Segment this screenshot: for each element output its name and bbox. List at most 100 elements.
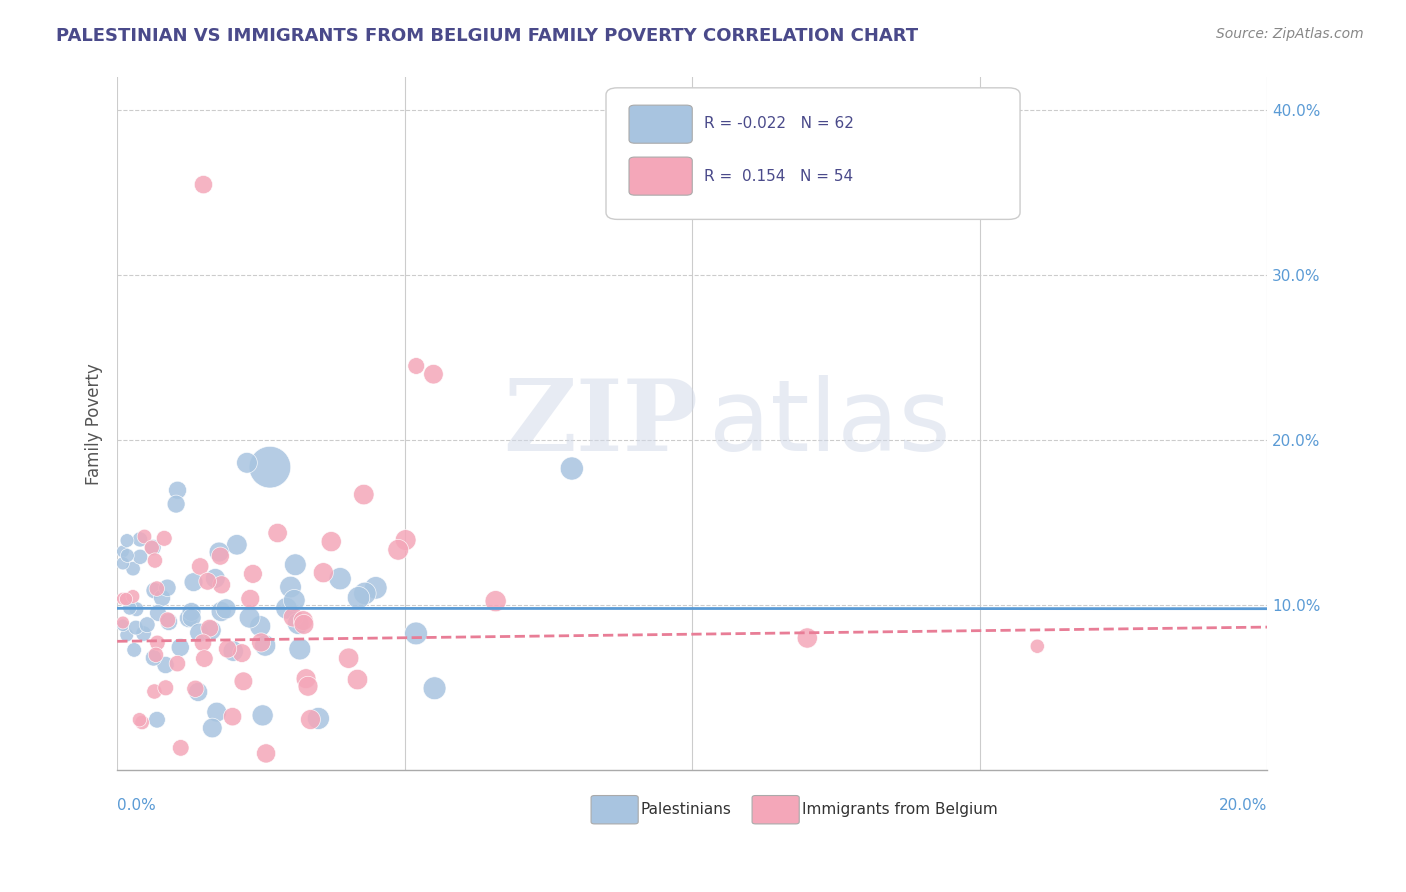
Point (200, 624, 222, 638)
Point (259, 460, 281, 475)
Point (188, 625, 211, 640)
Point (177, 611, 200, 625)
Point (198, 621, 221, 635)
Point (165, 497, 187, 511)
Point (211, 578, 233, 592)
Point (250, 635, 273, 649)
Point (143, 684, 166, 698)
Text: 0.0%: 0.0% (117, 797, 156, 813)
Point (146, 606, 169, 620)
Point (405, 626, 427, 640)
Y-axis label: Family Poverty: Family Poverty (86, 363, 103, 484)
Point (169, 640, 191, 655)
Point (422, 368, 444, 382)
Point (312, 566, 335, 580)
Point (153, 532, 176, 546)
Point (125, 621, 148, 635)
Point (156, 581, 179, 595)
Point (239, 591, 262, 606)
Point (1026, 639, 1049, 653)
Point (232, 674, 254, 689)
Point (180, 611, 202, 625)
Point (204, 571, 226, 585)
Point (150, 591, 173, 605)
Point (166, 657, 188, 671)
Point (236, 456, 259, 470)
FancyBboxPatch shape (752, 796, 799, 824)
Point (208, 545, 231, 559)
Point (143, 583, 166, 598)
Text: atlas: atlas (710, 376, 950, 472)
Point (197, 574, 219, 589)
Point (205, 705, 228, 719)
Point (187, 685, 209, 699)
Point (215, 602, 238, 616)
Point (180, 605, 202, 619)
FancyBboxPatch shape (628, 157, 692, 195)
Point (184, 681, 207, 696)
Point (242, 566, 264, 581)
Point (146, 582, 169, 596)
Point (329, 572, 352, 586)
Point (423, 681, 446, 696)
Point (287, 616, 309, 631)
Point (239, 610, 262, 624)
Point (155, 658, 177, 673)
Point (288, 642, 311, 657)
Point (299, 713, 322, 727)
Point (254, 747, 277, 761)
Point (252, 708, 274, 723)
Point (254, 639, 277, 653)
Point (266, 526, 288, 541)
Point (354, 586, 377, 600)
Point (134, 529, 156, 543)
Text: 20.0%: 20.0% (1219, 797, 1267, 813)
Point (111, 618, 134, 632)
Point (231, 646, 253, 660)
Point (395, 533, 418, 547)
Point (321, 534, 343, 549)
Point (485, 594, 508, 608)
Text: Immigrants from Belgium: Immigrants from Belgium (801, 802, 997, 817)
Point (142, 541, 165, 555)
Point (209, 605, 232, 619)
Point (307, 711, 329, 725)
FancyBboxPatch shape (606, 87, 1021, 219)
Point (183, 575, 205, 590)
Point (111, 557, 134, 571)
Point (387, 542, 409, 557)
Point (796, 631, 818, 645)
Text: Source: ZipAtlas.com: Source: ZipAtlas.com (1216, 27, 1364, 41)
Text: R = -0.022   N = 62: R = -0.022 N = 62 (704, 116, 853, 131)
Point (405, 359, 427, 373)
Point (111, 591, 134, 606)
Point (122, 562, 145, 576)
Text: Palestinians: Palestinians (641, 802, 731, 817)
Point (115, 592, 138, 607)
Point (131, 715, 153, 730)
Point (122, 590, 145, 604)
Text: R =  0.154   N = 54: R = 0.154 N = 54 (704, 169, 853, 184)
Point (146, 713, 169, 727)
Point (193, 178, 215, 192)
Point (141, 541, 163, 555)
Point (128, 713, 150, 727)
Point (276, 601, 298, 615)
Point (155, 681, 177, 695)
Point (136, 617, 159, 632)
Point (217, 641, 239, 656)
Point (157, 615, 180, 629)
Point (118, 601, 141, 615)
Point (145, 648, 167, 662)
Point (209, 549, 232, 563)
Point (337, 651, 360, 665)
Point (111, 544, 134, 558)
FancyBboxPatch shape (628, 105, 692, 144)
Text: PALESTINIAN VS IMMIGRANTS FROM BELGIUM FAMILY POVERTY CORRELATION CHART: PALESTINIAN VS IMMIGRANTS FROM BELGIUM F… (56, 27, 918, 45)
Point (132, 626, 155, 640)
Point (283, 593, 305, 607)
Point (561, 461, 583, 475)
Point (146, 636, 169, 650)
Point (280, 580, 302, 594)
Point (292, 617, 315, 632)
